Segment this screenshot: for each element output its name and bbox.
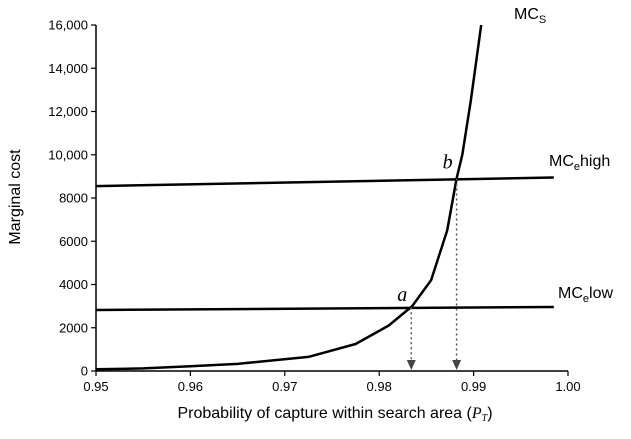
labels-group: MCS MCehigh MCelow a b [397, 6, 613, 306]
x-tick-label: 0.96 [178, 379, 203, 394]
arrowhead-b [452, 360, 462, 370]
mc-e-high-line [95, 176, 554, 188]
point-label-b: b [443, 152, 453, 174]
axes [95, 25, 568, 372]
label-mc-s: MCS [514, 6, 546, 26]
y-tick-label: 12,000 [48, 104, 88, 119]
label-mc-e-low: MCelow [558, 285, 613, 305]
mc-e-low-line [95, 305, 554, 312]
x-tick-label: 0.97 [272, 379, 297, 394]
y-tick-label: 2000 [59, 320, 88, 335]
mc-s-curve [95, 24, 483, 371]
ticks: 0 2000 4000 6000 8000 10,000 12,000 14,000 16,00… [48, 18, 580, 395]
y-tick-label: 4000 [59, 277, 88, 292]
y-axis-title: Marginal cost [7, 149, 24, 245]
y-tick-label: 8000 [59, 191, 88, 206]
x-tick-label: 0.98 [367, 379, 392, 394]
x-tick-label: 0.95 [83, 379, 108, 394]
x-tick-label: 1.00 [555, 379, 580, 394]
y-tick-label: 16,000 [48, 18, 88, 33]
arrowhead-a [406, 360, 416, 370]
y-tick-label: 14,000 [48, 61, 88, 76]
y-tick-label: 10,000 [48, 147, 88, 162]
series-group [95, 24, 554, 371]
y-tick-label: 6000 [59, 234, 88, 249]
label-mc-e-high: MCehigh [549, 153, 610, 173]
x-axis-title: Probability of capture within search are… [177, 405, 492, 424]
x-tick-label: 0.99 [461, 379, 486, 394]
drop-lines [406, 178, 462, 370]
y-tick-label: 0 [81, 364, 88, 379]
point-label-a: a [397, 284, 407, 306]
